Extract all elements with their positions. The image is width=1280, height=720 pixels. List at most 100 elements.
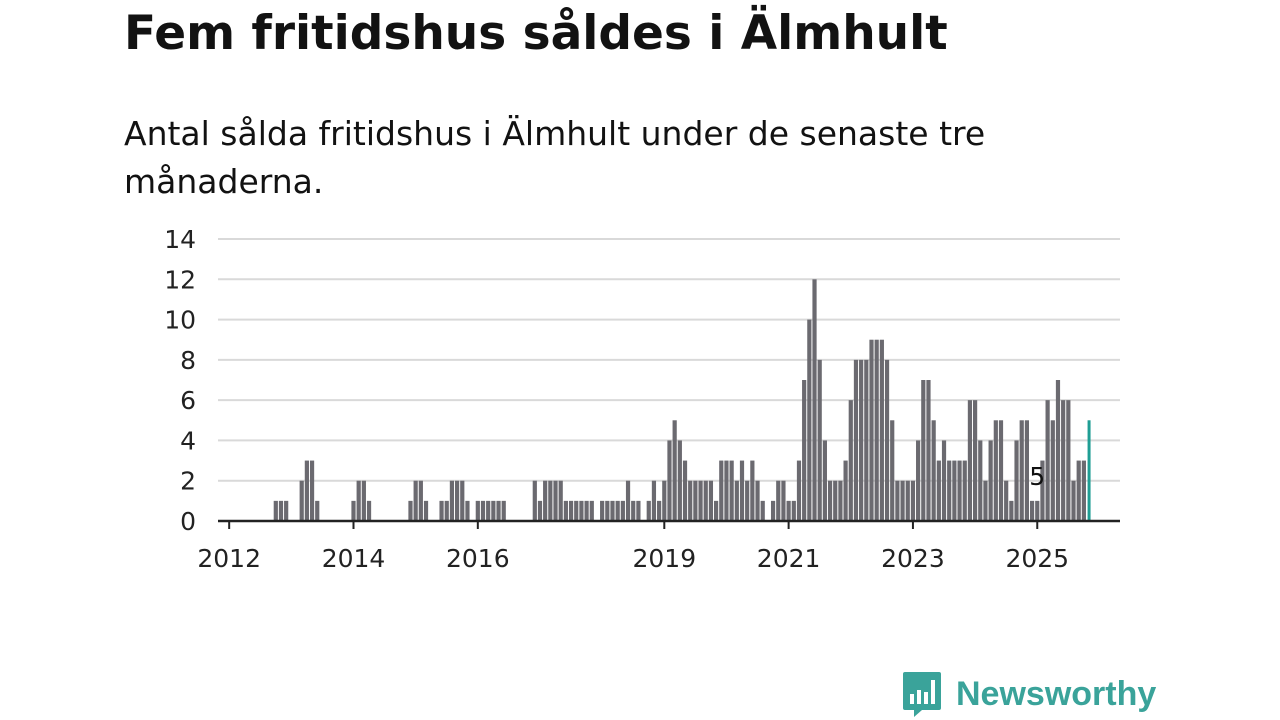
bar <box>957 460 962 521</box>
bar <box>807 319 812 521</box>
bar <box>874 339 879 521</box>
bar <box>418 480 423 521</box>
bar <box>817 359 822 521</box>
bar <box>1019 420 1024 521</box>
bar <box>657 500 662 521</box>
bar <box>693 480 698 521</box>
bar <box>444 500 449 521</box>
bar <box>568 500 574 521</box>
bar <box>890 420 895 521</box>
chart-subtitle: Antal sålda fritidshus i Älmhult under d… <box>124 114 986 201</box>
bar <box>1045 400 1050 521</box>
bar <box>910 480 916 521</box>
bar <box>501 500 506 521</box>
bar <box>1009 500 1014 521</box>
bar <box>853 359 859 521</box>
bar <box>755 480 760 521</box>
bar-highlight <box>1087 420 1091 521</box>
bar <box>812 279 817 521</box>
bar <box>465 500 470 521</box>
bar <box>936 460 941 521</box>
bar <box>553 480 558 521</box>
newsworthy-logo-icon <box>903 672 941 717</box>
bar <box>838 480 843 521</box>
bar <box>869 339 874 521</box>
bar <box>931 420 936 521</box>
x-tick-label: 2016 <box>446 544 510 573</box>
bar <box>537 500 543 521</box>
bar <box>1061 400 1066 521</box>
bar <box>1076 460 1081 521</box>
bar <box>724 460 729 521</box>
bar <box>1014 440 1019 521</box>
bar <box>1055 380 1061 521</box>
bar <box>1040 460 1045 521</box>
bar <box>750 460 755 521</box>
bar <box>423 500 429 521</box>
bar <box>983 480 988 521</box>
x-tick-label: 2019 <box>632 544 696 573</box>
bar <box>413 480 418 521</box>
bar <box>864 359 869 521</box>
y-tick-label: 10 <box>164 306 196 335</box>
bar <box>688 480 693 521</box>
bar <box>998 420 1004 521</box>
bar <box>351 500 356 521</box>
bar <box>449 480 455 521</box>
bar <box>776 480 781 521</box>
bar <box>1035 500 1040 521</box>
bar <box>309 460 315 521</box>
bar <box>848 400 853 521</box>
bar <box>558 480 563 521</box>
bar <box>315 500 320 521</box>
bar <box>962 460 967 521</box>
data-label-latest: 5 <box>1029 462 1045 491</box>
bar <box>631 500 636 521</box>
bar <box>579 500 584 521</box>
bar <box>361 480 366 521</box>
bar <box>563 500 568 521</box>
bar <box>284 500 289 521</box>
bar <box>1050 420 1055 521</box>
bar <box>662 480 667 521</box>
bar <box>1081 460 1086 521</box>
bar <box>667 440 672 521</box>
x-tick-label: 2012 <box>197 544 261 573</box>
bar <box>822 440 827 521</box>
y-tick-label: 0 <box>180 507 196 536</box>
x-axis-ticks: 2012 2014 2016 2019 2021 2023 2025 <box>197 521 1069 573</box>
y-tick-label: 6 <box>180 386 196 415</box>
brand-logo: Newsworthy <box>902 670 1156 718</box>
bar <box>589 500 594 521</box>
bar <box>439 500 444 521</box>
y-tick-label: 14 <box>164 225 196 254</box>
bar <box>278 500 284 521</box>
bar <box>574 500 579 521</box>
bar <box>475 500 480 521</box>
chart-title: Fem fritidshus såldes i Älmhult <box>124 6 948 61</box>
bar <box>714 500 719 521</box>
bar <box>967 400 973 521</box>
bar <box>796 460 802 521</box>
bar <box>1066 400 1071 521</box>
bar <box>408 500 413 521</box>
bar <box>486 500 491 521</box>
bar <box>615 500 620 521</box>
bar <box>672 420 677 521</box>
bar <box>548 480 553 521</box>
bar <box>703 480 708 521</box>
bar <box>895 480 900 521</box>
bar <box>973 400 978 521</box>
bar <box>781 480 786 521</box>
bar <box>760 500 765 521</box>
y-axis-ticks: 0 2 4 6 8 10 12 14 <box>164 225 196 536</box>
bar <box>610 500 615 521</box>
bar <box>605 500 610 521</box>
bar <box>480 500 486 521</box>
bar <box>900 480 905 521</box>
bar <box>677 440 682 521</box>
bar <box>625 480 631 521</box>
bar <box>1004 480 1009 521</box>
bar <box>978 440 983 521</box>
